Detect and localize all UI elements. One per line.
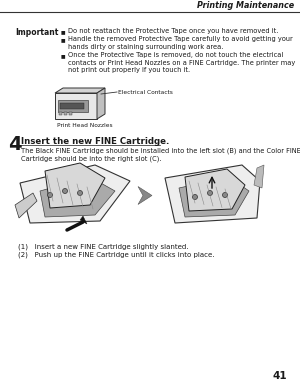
Text: 41: 41 (272, 371, 287, 381)
Polygon shape (138, 186, 152, 205)
Text: Print Head Nozzles: Print Head Nozzles (57, 123, 112, 128)
Polygon shape (97, 88, 105, 119)
Bar (58, 100, 88, 112)
Bar (64, 112, 67, 115)
Text: Important: Important (15, 28, 59, 37)
Text: Printing Maintenance: Printing Maintenance (197, 1, 294, 10)
Circle shape (77, 191, 83, 195)
Bar (60, 103, 84, 109)
Text: Handle the removed Protective Tape carefully to avoid getting your
hands dirty o: Handle the removed Protective Tape caref… (68, 36, 293, 49)
Text: Once the Protective Tape is removed, do not touch the electrical
contacts or Pri: Once the Protective Tape is removed, do … (68, 52, 295, 73)
Text: 4: 4 (8, 135, 22, 154)
Polygon shape (179, 177, 249, 217)
Polygon shape (254, 165, 264, 188)
Polygon shape (45, 163, 105, 208)
Circle shape (62, 188, 68, 193)
Polygon shape (15, 193, 37, 218)
Text: The Black FINE Cartridge should be installed into the left slot (B) and the Colo: The Black FINE Cartridge should be insta… (21, 148, 300, 163)
Text: Electrical Contacts: Electrical Contacts (118, 90, 173, 95)
Bar (15, 163, 133, 228)
Polygon shape (20, 165, 130, 223)
Circle shape (193, 195, 197, 200)
Text: Insert the new FINE Cartridge.: Insert the new FINE Cartridge. (21, 137, 169, 146)
Circle shape (208, 191, 212, 195)
Text: ■: ■ (61, 53, 66, 58)
Text: ■: ■ (61, 29, 66, 34)
Text: ■: ■ (61, 37, 66, 42)
Text: (1)   Insert a new FINE Cartridge slightly slanted.: (1) Insert a new FINE Cartridge slightly… (18, 243, 188, 249)
Circle shape (223, 193, 227, 198)
Text: (2)   Push up the FINE Cartridge until it clicks into place.: (2) Push up the FINE Cartridge until it … (18, 252, 214, 259)
Circle shape (47, 193, 52, 198)
Polygon shape (185, 169, 245, 211)
Bar (69, 112, 72, 115)
Bar (59, 112, 62, 115)
Bar (157, 163, 262, 228)
Polygon shape (55, 88, 105, 93)
Polygon shape (165, 165, 260, 223)
Polygon shape (40, 177, 115, 217)
Text: Do not reattach the Protective Tape once you have removed it.: Do not reattach the Protective Tape once… (68, 28, 278, 34)
Bar (55, 93, 97, 119)
Polygon shape (80, 216, 87, 224)
